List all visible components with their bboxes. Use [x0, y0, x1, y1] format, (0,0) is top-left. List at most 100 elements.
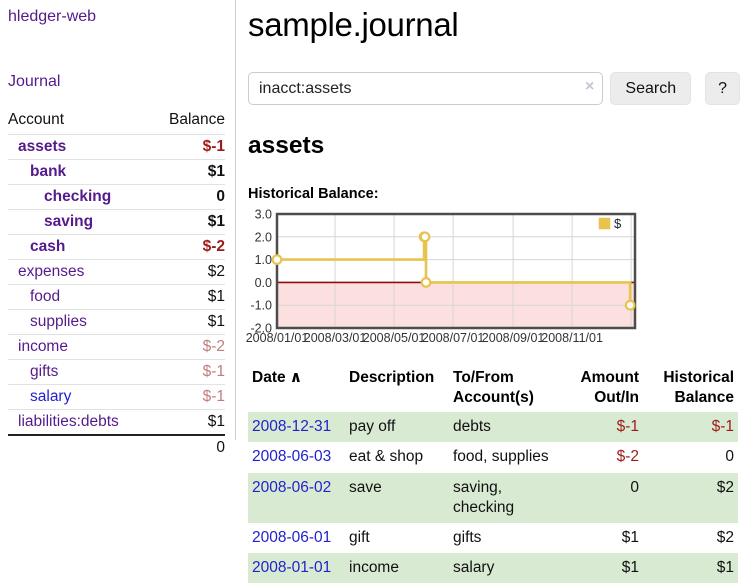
accounts-cell: salary [453, 558, 495, 576]
account-row: salary $-1 [8, 384, 225, 410]
account-balance: $-1 [202, 388, 225, 405]
balance-cell: 0 [725, 448, 734, 466]
col-balance: Historical Balance [663, 369, 734, 407]
search-input[interactable] [248, 72, 604, 105]
account-link[interactable]: supplies [30, 313, 87, 330]
account-row: expenses $2 [8, 259, 225, 285]
account-link[interactable]: cash [30, 238, 66, 255]
register-row[interactable]: 2008-06-03 eat & shop food, supplies $-2 0 [248, 442, 738, 472]
register-row[interactable]: 2008-12-31 pay off debts $-1 $-1 [248, 412, 738, 443]
accounts-table: Account Balance assets $-1 bank $1 checking 0… [8, 108, 225, 460]
account-link[interactable]: gifts [30, 363, 59, 380]
register-body: 2008-12-31 pay off debts $-1 $-1 2008-06-03 ea… [248, 412, 738, 583]
account-row: food $1 [8, 284, 225, 310]
account-link[interactable]: assets [18, 138, 67, 155]
account-balance: $-1 [202, 138, 225, 155]
description-cell: eat & shop [349, 448, 424, 466]
account-row: supplies $1 [8, 309, 225, 335]
accounts-cell: food, supplies [453, 448, 549, 466]
nav-journal-link[interactable]: Journal [8, 73, 61, 90]
account-link[interactable]: expenses [18, 263, 85, 280]
search-button[interactable]: Search [610, 72, 692, 105]
amount-cell: 0 [630, 478, 639, 496]
chart-marker [271, 254, 283, 265]
account-link[interactable]: salary [30, 388, 72, 405]
account-balance: $1 [207, 288, 225, 305]
x-tick-label: 2008/01/01 [246, 331, 309, 345]
plot-border [275, 212, 637, 330]
date-cell: 2008-12-31 [248, 412, 345, 442]
y-tick-label: 0.0 [255, 276, 272, 290]
account-row: bank $1 [8, 159, 225, 185]
y-tick-label: 1.0 [255, 253, 272, 267]
accounts-header-row: Account Balance [8, 108, 225, 135]
transaction-date-link[interactable]: 2008-12-31 [252, 418, 332, 436]
clear-search-icon[interactable]: × [585, 78, 595, 95]
y-tick-label: -2.0 [250, 322, 272, 336]
date-cell: 2008-06-01 [248, 523, 345, 553]
description-cell: pay off [349, 418, 396, 436]
page-title: sample.journal [248, 6, 459, 43]
account-row: liabilities:debts $1 [8, 409, 225, 436]
account-balance: $1 [207, 163, 225, 180]
account-balance: 0 [216, 188, 225, 205]
accounts-cell: debts [453, 418, 491, 436]
balance-cell: $2 [716, 478, 734, 496]
amount-cell: $-1 [616, 418, 639, 436]
amount-cell: $-2 [616, 448, 639, 466]
register-row[interactable]: 2008-06-01 gift gifts $1 $2 [248, 523, 738, 553]
x-tick-label: 2008/09/01 [482, 331, 545, 345]
accounts-col-account: Account [8, 111, 65, 128]
chart-marker [624, 299, 636, 311]
account-link[interactable]: bank [30, 163, 67, 180]
accounts-cell: saving, checking [453, 478, 515, 516]
date-cell: 2008-06-02 [248, 473, 345, 523]
account-balance: $-1 [202, 363, 225, 380]
register-header-row: Date ∧ Description To/From Account(s) Amount… [248, 366, 738, 412]
sort-asc-icon: ∧ [289, 369, 303, 386]
legend-swatch [597, 216, 612, 231]
account-row: income $-2 [8, 334, 225, 360]
account-balance: $1 [207, 313, 225, 330]
accounts-col-balance: Balance [168, 111, 225, 128]
balance-chart: 3.0 2.0 1.0 0.0 -1.0 -2.02008/01/012008/03/01… [246, 208, 637, 345]
brand-link[interactable]: hledger-web [8, 8, 97, 25]
help-button[interactable]: ? [705, 72, 740, 105]
chart-marker [420, 276, 432, 288]
account-link[interactable]: income [18, 338, 68, 355]
legend-label: $ [614, 216, 622, 231]
account-link[interactable]: food [30, 288, 61, 305]
account-row: gifts $-1 [8, 359, 225, 385]
accounts-total-value: 0 [216, 439, 225, 456]
transaction-date-link[interactable]: 2008-06-03 [252, 448, 332, 466]
register-row[interactable]: 2008-01-01 income salary $1 $1 [248, 552, 738, 583]
account-row: checking 0 [8, 184, 225, 210]
col-accounts: To/From Account(s) [453, 369, 534, 407]
accounts-total-row: 0 [8, 435, 225, 460]
amount-cell: $1 [621, 558, 639, 576]
account-link[interactable]: liabilities:debts [18, 413, 119, 430]
account-balance: $-2 [202, 238, 225, 255]
main-content: sample.journal × Search ? assets Histori… [246, 0, 740, 583]
accounts-body: assets $-1 bank $1 checking 0 saving $1 cash $-2 e… [8, 134, 225, 461]
account-balance: $1 [207, 213, 225, 230]
description-cell: gift [349, 528, 370, 546]
register-table: Date ∧ Description To/From Account(s) Amount… [248, 366, 738, 583]
chart-marker [419, 231, 431, 243]
sidebar-nav: Journal [8, 73, 225, 91]
account-balance: $1 [207, 413, 225, 430]
brand: hledger-web [8, 8, 225, 26]
x-tick-label: 2008/05/01 [363, 331, 426, 345]
account-link[interactable]: saving [44, 213, 94, 230]
x-tick-label: 2008/11/01 [541, 331, 603, 345]
transaction-date-link[interactable]: 2008-01-01 [252, 558, 332, 576]
account-link[interactable]: checking [44, 188, 112, 205]
col-date[interactable]: Date ∧ [252, 369, 303, 386]
register-row[interactable]: 2008-06-02 save saving, checking 0 $2 [248, 472, 738, 523]
balance-cell: $-1 [711, 418, 734, 436]
transaction-date-link[interactable]: 2008-06-02 [252, 478, 332, 496]
accounts-cell: gifts [453, 528, 482, 546]
search-row: × Search ? [248, 72, 740, 105]
transaction-date-link[interactable]: 2008-06-01 [252, 528, 332, 546]
date-cell: 2008-06-03 [248, 442, 345, 472]
